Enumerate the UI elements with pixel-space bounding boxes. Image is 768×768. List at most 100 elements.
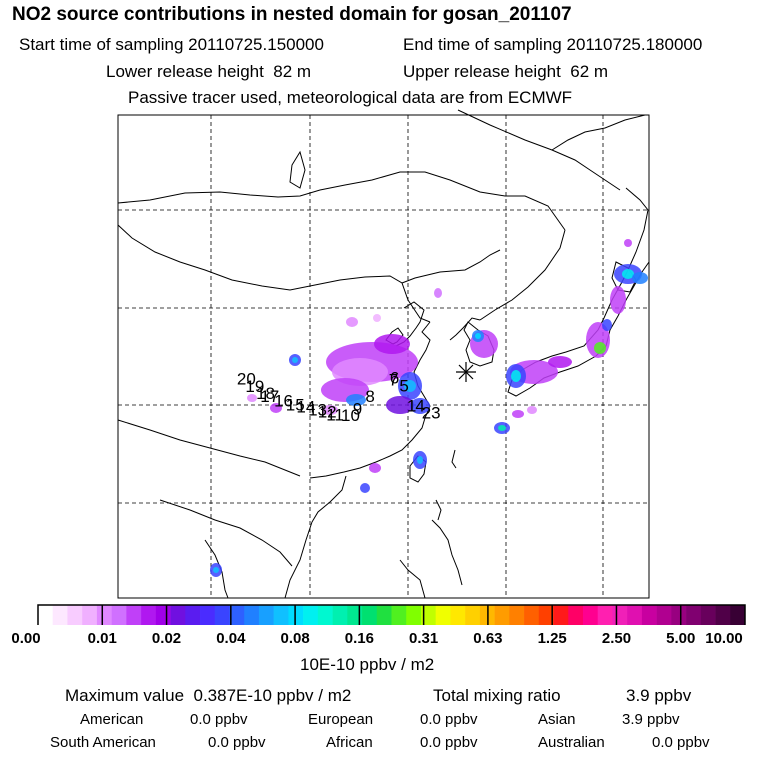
trajectory-label: 5 [399,376,408,395]
colorbar-tick-label: 2.50 [601,630,632,647]
colorbar-segment [568,605,584,625]
concentration-plume [210,239,648,577]
colorbar-segment [553,605,569,625]
colorbar-segment [82,605,98,625]
colorbar-segment [229,605,245,625]
region-australian-name: Australian [538,734,605,751]
colorbar-segment [538,605,554,625]
trajectory-label: 23 [422,403,441,422]
colorbar-segment [170,605,186,625]
colorbar-segment [200,605,216,625]
colorbar-segment [111,605,127,625]
start-time-label: Start time of sampling [19,35,184,54]
colorbar-segment [671,605,687,625]
colorbar-segment [391,605,407,625]
lower-release-label: Lower release height [106,62,264,81]
colorbar-segment [730,605,746,625]
trajectory-label: 6 [390,369,399,388]
region-asian-value: 3.9 ppbv [622,711,680,728]
colorbar-tick-label: 5.00 [666,630,696,647]
colorbar-segment [715,605,731,625]
map-gridlines [118,115,649,598]
start-time: Start time of sampling 20110725.150000 [19,35,324,55]
colorbar-segment [524,605,540,625]
trajectory-label: 10 [341,406,360,425]
colorbar-tick-label: 0.02 [151,630,182,647]
trajectory-label: 9 [353,400,362,419]
colorbar-segment [362,605,378,625]
lower-release-value: 82 m [273,62,312,81]
colorbar-units: 10E-10 ppbv / m2 [300,655,435,674]
colorbar-segment [509,605,525,625]
region-american-name: American [80,711,144,728]
trajectory-label: 7 [389,371,398,390]
end-time-label: End time of sampling [403,35,562,54]
colorbar-segment [376,605,392,625]
coastlines-and-borders [117,109,650,599]
colorbar-segment [303,605,319,625]
colorbar-segment [244,605,260,625]
colorbar-segment [332,605,348,625]
colorbar-segment [258,605,274,625]
trajectory-label: 11 [326,405,344,424]
region-american-value: 0.0 ppbv [190,711,248,728]
colorbar-tick-label: 0.04 [216,630,246,647]
max-label: Maximum value [65,686,185,705]
trajectory-label: 14 [296,398,315,417]
lower-release-height: Lower release height 82 m [106,62,311,82]
max-value: 0.387E-10 ppbv / m2 [193,686,352,705]
colorbar-tick-label: 0.31 [409,630,439,647]
total-mixing-ratio-value: 3.9 ppbv [626,686,692,705]
region-australian-value: 0.0 ppbv [652,734,710,751]
colorbar-segment [406,605,422,625]
colorbar-segment [347,605,363,625]
end-time-value: 20110725.180000 [566,35,703,54]
trajectory-label: 20 [237,370,256,389]
trajectory-label: 18 [256,384,275,403]
colorbar-segment [465,605,481,625]
colorbar-segment [627,605,643,625]
colorbar-segment [700,605,716,625]
colorbar-segment [126,605,142,625]
trajectory-label: 16 [274,392,293,411]
trajectory-label: 4 [415,397,424,416]
colorbar-tick-label: 10.00 [705,630,743,647]
trajectory-label: 17 [260,387,279,406]
colorbar-segment [494,605,510,625]
colorbar-segment [435,605,451,625]
colorbar-segment [656,605,672,625]
upper-release-label: Upper release height [403,62,561,81]
trajectory-label: 12 [318,402,337,421]
colorbar-tick-label: 1.25 [537,630,567,647]
colorbar-tick-label: 0.00 [11,630,41,647]
start-time-value: 20110725.150000 [188,35,324,54]
colorbar-segment [155,605,171,625]
maximum-value: Maximum value 0.387E-10 ppbv / m2 [65,686,351,706]
trajectory-label: 19 [245,377,264,396]
trajectory-label: 8 [365,387,374,406]
colorbar-segment [597,605,613,625]
trajectory-label: 13 [308,400,327,419]
colorbar-tick-label: 0.01 [87,630,117,647]
colorbar-segment [612,605,628,625]
colorbar-border [37,604,746,625]
colorbar-segment [582,605,599,625]
trajectory-label: 15 [286,396,305,415]
trajectory-label: 1 [407,397,416,416]
region-asian-name: Asian [538,711,576,728]
region-south-american-value: 0.0 ppbv [208,734,266,751]
receptor-marker [456,362,476,382]
colorbar-segment [317,605,333,625]
colorbar-tick-label: 0.63 [473,630,503,647]
region-african-name: African [326,734,373,751]
colorbar-segment [185,605,201,625]
colorbar-segment [686,605,702,625]
colorbar-segment [52,605,68,625]
tracer-note: Passive tracer used, meteorological data… [128,88,573,107]
upper-release-value: 62 m [570,62,609,81]
colorbar-segment [141,605,157,625]
total-mixing-ratio: Total mixing ratio [433,686,561,706]
colorbar-segment [273,605,289,625]
